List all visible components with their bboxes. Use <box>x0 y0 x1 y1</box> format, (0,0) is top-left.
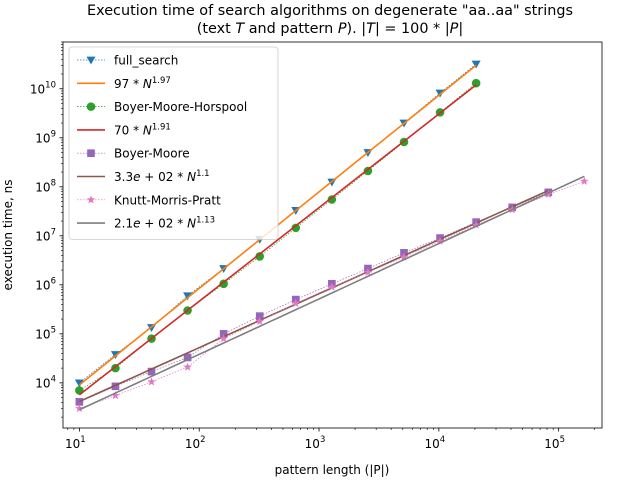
legend-entry: Boyer-Moore <box>77 147 190 161</box>
legend-entry: Boyer-Moore-Horspool <box>77 100 247 114</box>
data-point <box>111 382 120 391</box>
y-tick-label: 109 <box>35 129 56 145</box>
legend-label: full_search <box>114 54 178 68</box>
series-3-3e-02-n-1-1 <box>79 189 549 403</box>
legend-entry: 3.3e + 02 * N1.1 <box>77 169 210 184</box>
data-point <box>363 166 373 176</box>
data-point <box>75 398 84 406</box>
x-axis: 101 102 103 104 105 <box>65 428 596 451</box>
fit-line <box>79 175 585 411</box>
subtitle-text: ). | <box>347 21 367 37</box>
legend-marker <box>86 195 96 204</box>
y-tick-label: 107 <box>35 227 56 243</box>
x-tick-label: 101 <box>65 435 86 451</box>
data-point <box>435 236 445 245</box>
y-tick-label: 108 <box>35 178 56 194</box>
series-2-1e-02-n-1-13 <box>79 175 585 411</box>
data-point <box>291 223 301 233</box>
legend-label: Knutt-Morris-Pratt <box>114 193 221 207</box>
y-axis-label: execution time, ns <box>1 180 15 291</box>
data-point <box>327 195 337 204</box>
subtitle-text: (text <box>197 21 236 37</box>
legend-marker <box>86 56 96 65</box>
y-axis: 104 105 106 107 108 109 1010 <box>30 41 63 418</box>
data-point <box>183 292 193 301</box>
data-point <box>219 330 228 338</box>
legend-marker <box>87 149 95 158</box>
y-tick-label: 1010 <box>30 80 56 96</box>
legend-label: 97 * N1.97 <box>114 76 171 91</box>
chart-title: Execution time of search algorithms on d… <box>87 3 573 19</box>
data-point <box>580 176 589 185</box>
data-point <box>255 316 264 325</box>
data-point <box>327 282 337 291</box>
legend-entry: Knutt-Morris-Pratt <box>77 193 221 207</box>
subtitle-text: | = 100 * | <box>375 21 450 37</box>
legend-label: 2.1e + 02 * N1.13 <box>114 216 215 231</box>
data-point <box>471 78 481 88</box>
legend-entry: 2.1e + 02 * N1.13 <box>77 216 215 231</box>
data-point <box>471 60 481 69</box>
data-point <box>544 189 553 199</box>
data-point <box>255 312 264 320</box>
y-tick-label: 105 <box>35 325 56 341</box>
x-tick-label: 105 <box>544 435 565 451</box>
y-tick-label: 104 <box>35 374 56 390</box>
data-point <box>291 298 301 307</box>
legend-box <box>68 46 279 240</box>
subtitle-variable: P <box>338 21 347 37</box>
legend-entry: 97 * N1.97 <box>77 76 171 91</box>
data-point <box>147 367 156 376</box>
x-tick-label: 104 <box>424 435 445 451</box>
x-axis-label: pattern length (|P|) <box>275 463 390 477</box>
data-point <box>399 252 409 261</box>
x-tick-label: 102 <box>185 435 206 451</box>
data-point <box>363 267 373 276</box>
legend: full_search 97 * N1.97 Boyer-Moore-Horspoo… <box>68 46 279 240</box>
series-dotted-line <box>79 192 549 403</box>
data-point <box>75 403 84 413</box>
data-point <box>183 353 192 362</box>
plot-frame <box>62 41 603 429</box>
legend-entry: full_search <box>77 54 178 68</box>
series-70-n-1-91 <box>78 84 477 396</box>
data-point <box>219 279 228 289</box>
subtitle-variable: P <box>450 21 459 37</box>
subtitle-variable: T <box>366 21 376 37</box>
series-knutt-morris-pratt <box>75 176 589 413</box>
fit-line <box>79 189 549 403</box>
legend-entry: 70 * N1.91 <box>77 122 171 137</box>
chart-subtitle: (text T and pattern P). |T| = 100 * |P| <box>197 21 463 37</box>
subtitle-text: | <box>458 21 463 37</box>
subtitle-text: and pattern <box>244 21 338 37</box>
data-point <box>255 252 264 261</box>
fit-line <box>78 84 477 396</box>
legend-label: Boyer-Moore <box>114 147 190 161</box>
data-point <box>111 391 120 400</box>
data-point <box>183 362 192 371</box>
legend-marker <box>86 102 96 111</box>
data-point <box>219 334 228 343</box>
subtitle-variable: T <box>235 21 245 37</box>
data-point <box>74 379 84 388</box>
y-tick-label: 106 <box>35 276 56 292</box>
legend-label: 3.3e + 02 * N1.1 <box>114 169 210 184</box>
x-tick-label: 103 <box>305 435 326 451</box>
legend-label: 70 * N1.91 <box>114 122 171 137</box>
data-point <box>147 377 156 386</box>
data-point <box>471 220 481 229</box>
legend-label: Boyer-Moore-Horspool <box>114 100 247 114</box>
